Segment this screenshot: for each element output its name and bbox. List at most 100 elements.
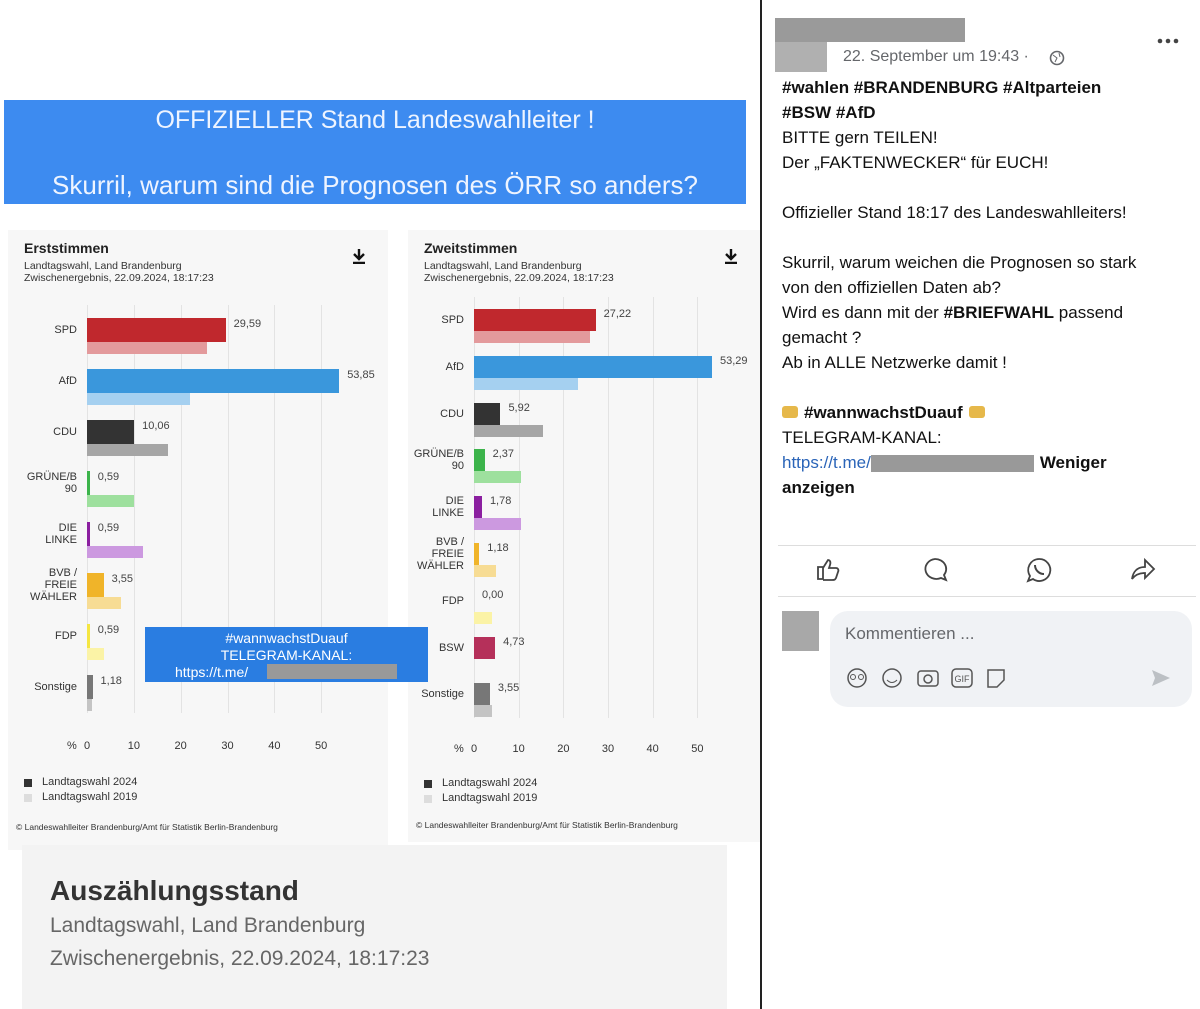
legend-swatch (424, 795, 432, 803)
bar (87, 522, 90, 546)
value-label: 53,85 (347, 369, 375, 381)
grid-line (518, 296, 520, 718)
more-button[interactable] (1156, 36, 1182, 46)
post-text: gemacht ? (782, 328, 862, 347)
bar (474, 402, 501, 425)
post-text: von den offiziellen Daten ab? (782, 278, 1001, 297)
card-line: Landtagswahl, Land Brandenburg (50, 914, 366, 937)
category-label: GRÜNE/B 90 (413, 448, 464, 473)
x-tick-label: 40 (646, 743, 659, 755)
avatar (782, 611, 819, 651)
x-tick-label: 50 (691, 743, 704, 755)
value-label: 10,06 (142, 420, 170, 432)
category-label: BSW (438, 641, 464, 654)
value-label: 1,18 (487, 542, 509, 554)
bar (474, 611, 492, 624)
post-text[interactable]: Weniger (1039, 453, 1107, 472)
x-unit: % (67, 740, 77, 752)
comment-button[interactable] (921, 556, 949, 584)
count-card: Auszählungsstand Landtagswahl, Land Bran… (22, 845, 727, 1009)
value-label: 2,37 (492, 448, 514, 461)
category-label: AfD (445, 360, 464, 373)
bar (87, 369, 340, 393)
grid-line (563, 296, 565, 718)
post-text[interactable]: anzeigen (782, 478, 855, 497)
bar (474, 309, 596, 331)
post-line: https://t.me/Weniger (782, 453, 1107, 473)
chart-subtitle: Zwischenergebnis, 22.09.2024, 18:17:23 (24, 272, 214, 284)
post-text: Offizieller Stand 18:17 des Landeswahlle… (782, 203, 1127, 222)
category-label: FDP (55, 630, 77, 642)
grid-line (133, 304, 135, 713)
post-link[interactable]: https://t.me/ (782, 453, 871, 472)
category-label: Sonstige (34, 681, 77, 693)
category-label: GRÜNE/B 90 (26, 471, 77, 495)
x-tick-label: 0 (470, 743, 478, 755)
chart-subtitle: Landtagswahl, Land Brandenburg (424, 260, 582, 272)
redaction (267, 664, 397, 679)
overlay-link: https://t.me/ (175, 664, 249, 680)
x-tick-label: 50 (315, 740, 328, 752)
bar (87, 495, 134, 507)
bar (474, 565, 496, 577)
post-text: #wahlen #BRANDENBURG #Altparteien (782, 78, 1102, 97)
comment-box[interactable]: Kommentieren ... GIF (830, 611, 1192, 707)
value-label: 0,59 (97, 522, 120, 534)
post-text: Ab in ALLE Netzwerke damit ! (782, 353, 1007, 372)
chart: Erststimmen Landtagswahl, Land Brandenbur… (8, 230, 388, 850)
download-icon[interactable] (724, 248, 738, 265)
category-label: AfD (58, 375, 77, 387)
bar (474, 471, 521, 484)
bar (87, 648, 104, 660)
bar (474, 636, 496, 659)
value-label: 29,59 (233, 318, 262, 330)
download-icon[interactable] (352, 248, 366, 265)
category-label: CDU (440, 407, 464, 420)
redaction (775, 18, 965, 42)
like-button[interactable] (815, 556, 841, 582)
legend-swatch (424, 780, 432, 788)
bar (474, 683, 490, 706)
chart-source: © Landeswahlleiter Brandenburg/Amt für S… (416, 820, 678, 830)
bar (87, 597, 122, 609)
emoji (968, 406, 985, 418)
post-line: BITTE gern TEILEN! (782, 128, 938, 148)
category-label: SPD (441, 314, 464, 326)
post-line: Ab in ALLE Netzwerke damit ! (782, 353, 1007, 373)
grid-line (227, 304, 229, 713)
legend-label: Landtagswahl 2019 (442, 792, 538, 804)
post-line: Wird es dann mit der #BRIEFWAHL passend (782, 303, 1123, 323)
bar (474, 496, 482, 519)
separator (778, 596, 1196, 597)
legend-swatch (24, 794, 32, 802)
category-label: BVB / FREIE WÄHLER (29, 567, 77, 603)
post-line: TELEGRAM-KANAL: (782, 428, 942, 448)
value-label: 27,22 (603, 308, 632, 320)
bar (87, 318, 226, 342)
post-text: Wird es dann mit der (782, 303, 944, 322)
post-text: Skurril, warum weichen die Prognosen so … (782, 253, 1137, 272)
emoji (782, 406, 798, 418)
send-button[interactable] (1150, 668, 1172, 688)
banner: OFFIZIELLER Stand Landeswahlleiter ! Sku… (4, 100, 746, 204)
post-line: Offizieller Stand 18:17 des Landeswahlle… (782, 203, 1127, 223)
x-tick-label: 0 (83, 740, 91, 752)
share-button[interactable] (1129, 556, 1157, 584)
value-label: 0,59 (97, 471, 120, 483)
comment-placeholder: Kommentieren ... (845, 624, 975, 643)
chart-title: Erststimmen (24, 240, 109, 256)
value-label: 1,18 (100, 675, 122, 687)
bar (87, 393, 191, 405)
post-line: Skurril, warum weichen die Prognosen so … (782, 253, 1136, 273)
bar (87, 420, 135, 444)
value-label: 3,55 (111, 573, 134, 585)
post-text: TELEGRAM-KANAL: (782, 428, 942, 447)
post-line: #wannwachstDuauf (782, 403, 985, 423)
overlay-hashtag: #wannwachstDuauf (225, 630, 348, 646)
download-glyph (353, 249, 365, 265)
whatsapp-button[interactable] (1025, 556, 1053, 584)
x-unit: % (454, 743, 464, 755)
post-line: anzeigen (782, 478, 855, 498)
post-line: Der „FAKTENWECKER“ für EUCH! (782, 153, 1048, 173)
